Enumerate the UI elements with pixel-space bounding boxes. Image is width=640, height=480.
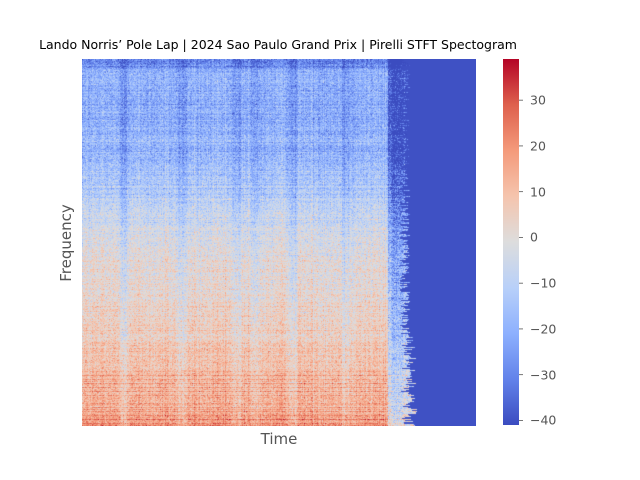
spectrogram-plot-area: [82, 59, 476, 426]
colorbar-tick-label: 30: [530, 92, 546, 108]
colorbar-tick-label: 0: [530, 229, 538, 245]
colorbar-tick-label: −40: [530, 412, 557, 428]
x-axis-label: Time: [260, 430, 298, 448]
colorbar-gradient: [503, 59, 519, 425]
colorbar-tick-label: −10: [530, 275, 557, 291]
y-axis-label: Frequency: [57, 204, 75, 282]
colorbar-tick-label: −20: [530, 321, 557, 337]
colorbar-tick-marks: [519, 99, 523, 421]
colorbar-tick-label: −30: [530, 367, 557, 383]
chart-title: Lando Norris’ Pole Lap | 2024 Sao Paulo …: [39, 37, 517, 52]
colorbar: [503, 59, 523, 425]
spectrogram-heatmap: [82, 59, 476, 426]
colorbar-tick-label: 20: [530, 138, 546, 154]
colorbar-tick-label: 10: [530, 184, 546, 200]
